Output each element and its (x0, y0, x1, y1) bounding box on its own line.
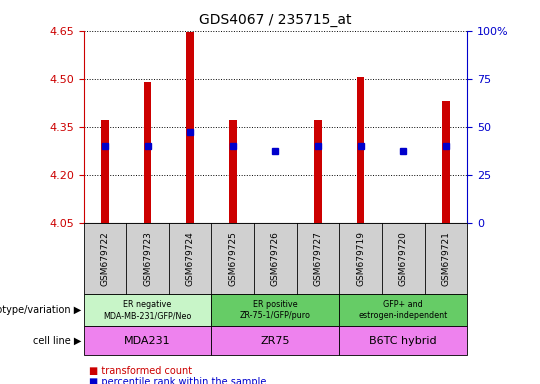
Text: ■ percentile rank within the sample: ■ percentile rank within the sample (89, 377, 266, 384)
Text: B6TC hybrid: B6TC hybrid (369, 336, 437, 346)
Text: GSM679721: GSM679721 (441, 231, 450, 286)
Text: ER positive
ZR-75-1/GFP/puro: ER positive ZR-75-1/GFP/puro (240, 300, 311, 320)
Text: ER negative
MDA-MB-231/GFP/Neo: ER negative MDA-MB-231/GFP/Neo (104, 300, 192, 320)
Text: GSM679722: GSM679722 (100, 231, 110, 286)
Text: GSM679727: GSM679727 (314, 231, 322, 286)
Text: ■ transformed count: ■ transformed count (89, 366, 192, 376)
Bar (229, 120, 237, 223)
Text: GSM679720: GSM679720 (399, 231, 408, 286)
Text: cell line ▶: cell line ▶ (32, 336, 81, 346)
Text: GSM679726: GSM679726 (271, 231, 280, 286)
Bar (357, 77, 364, 223)
Text: MDA231: MDA231 (124, 336, 171, 346)
Bar (144, 82, 151, 223)
Title: GDS4067 / 235715_at: GDS4067 / 235715_at (199, 13, 352, 27)
Text: ZR75: ZR75 (261, 336, 290, 346)
Text: GFP+ and
estrogen-independent: GFP+ and estrogen-independent (359, 300, 448, 320)
Text: GSM679724: GSM679724 (186, 231, 195, 286)
Bar (186, 32, 194, 223)
Text: GSM679719: GSM679719 (356, 231, 365, 286)
Bar (101, 120, 109, 223)
Text: GSM679725: GSM679725 (228, 231, 237, 286)
Text: GSM679723: GSM679723 (143, 231, 152, 286)
Text: genotype/variation ▶: genotype/variation ▶ (0, 305, 81, 315)
Bar (314, 120, 322, 223)
Bar (442, 101, 450, 223)
